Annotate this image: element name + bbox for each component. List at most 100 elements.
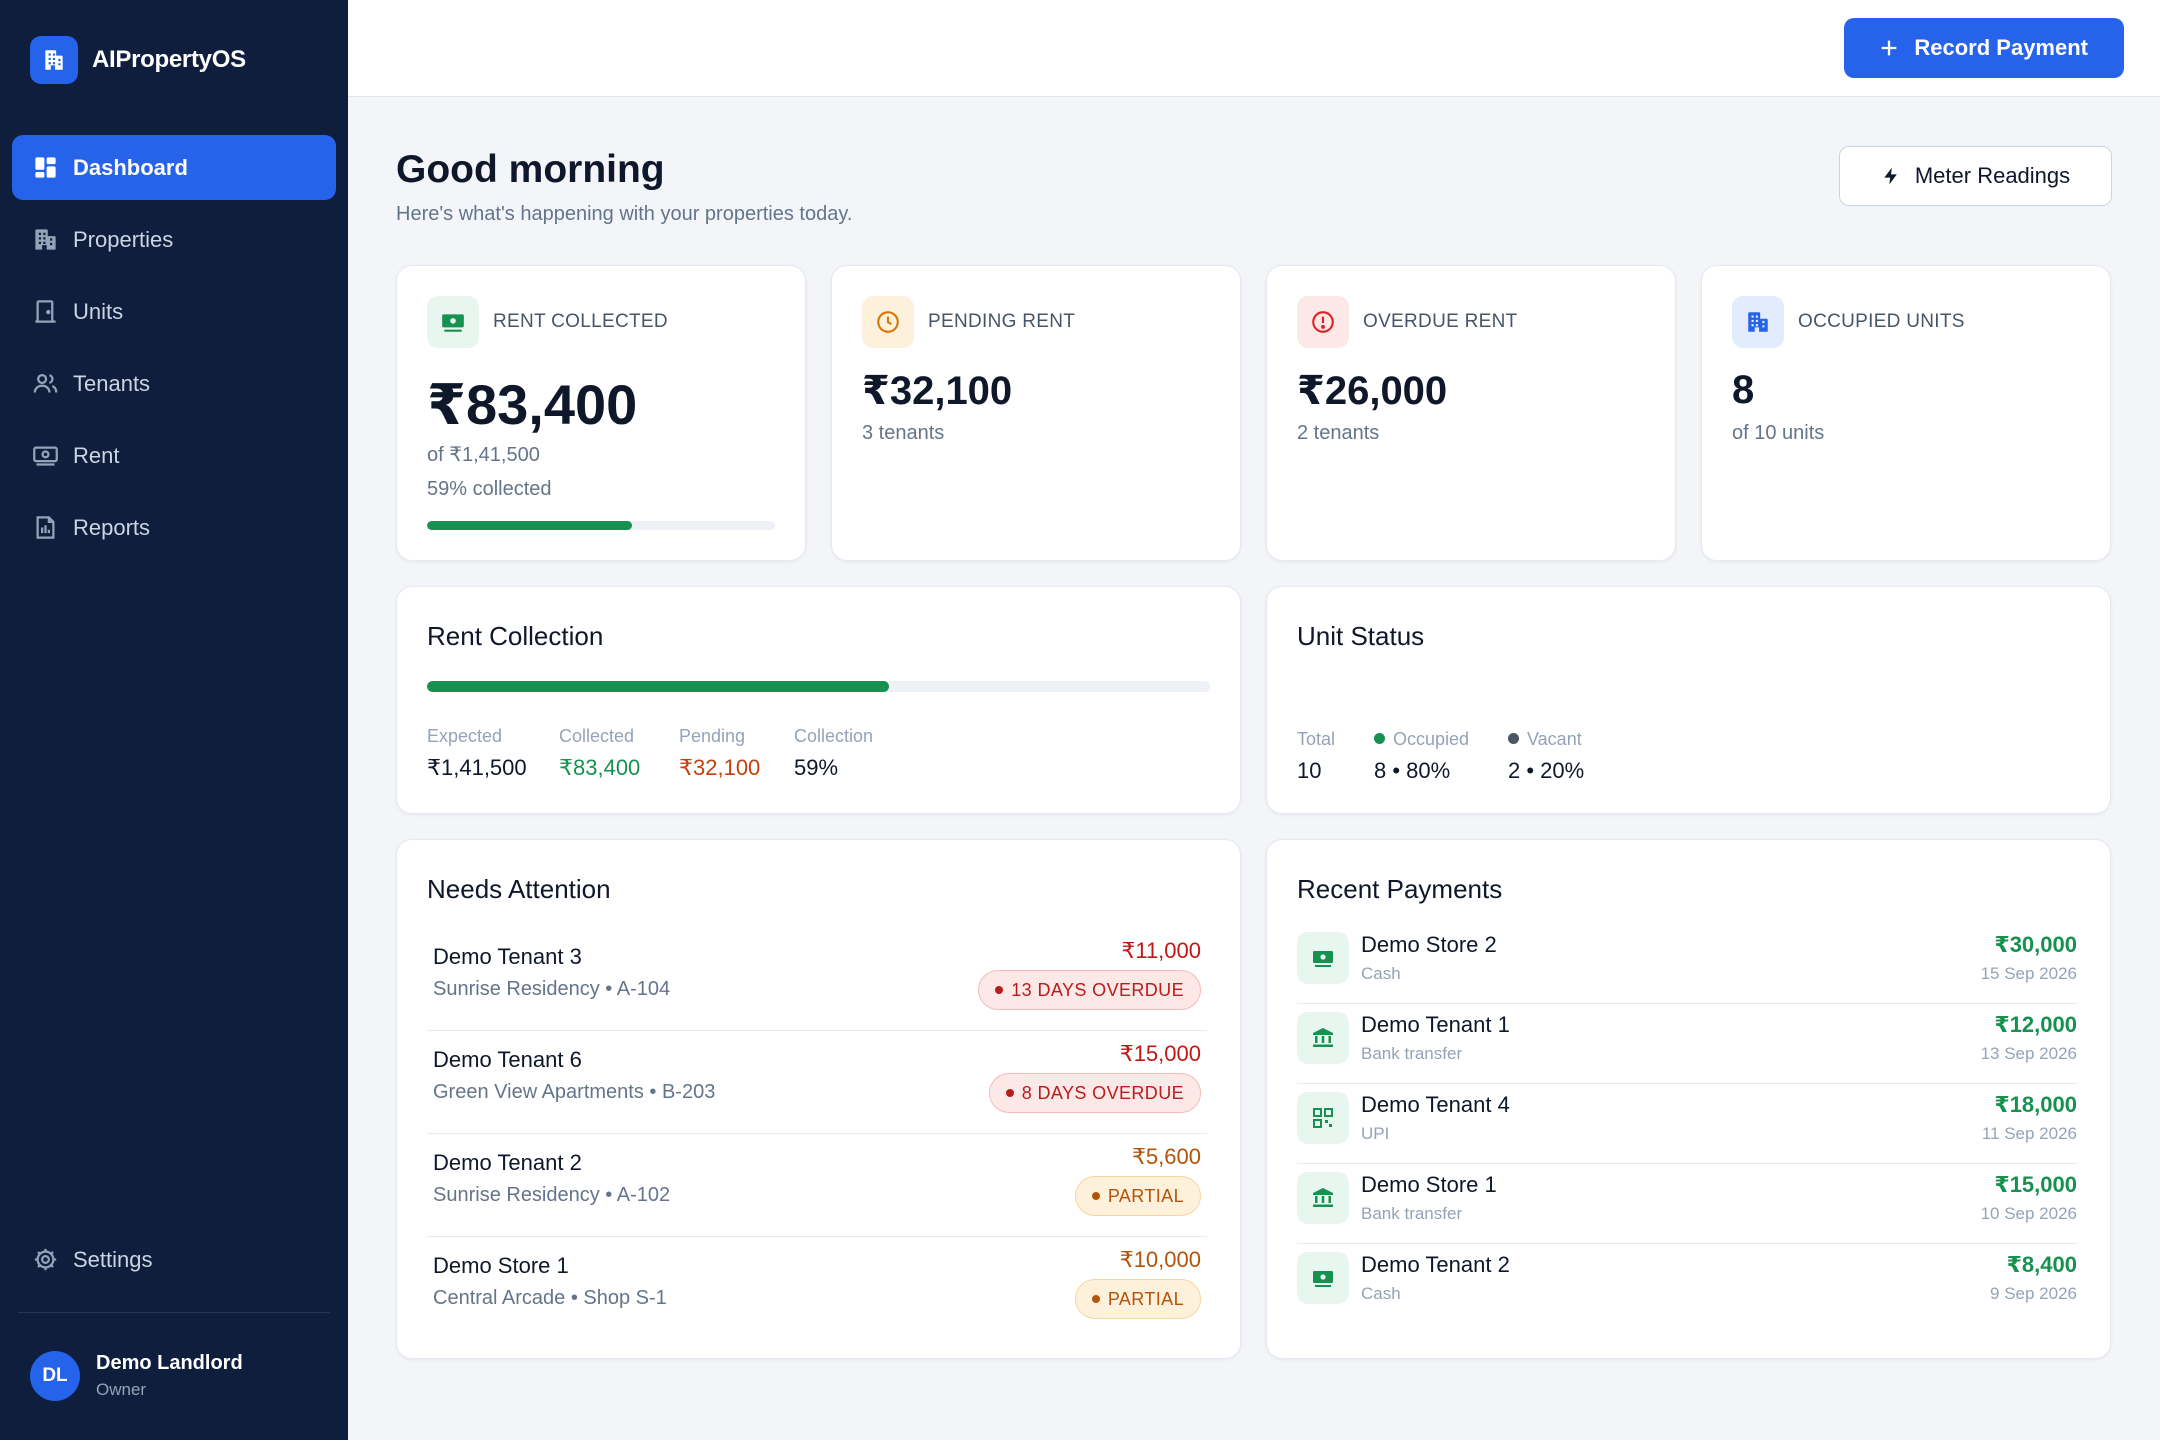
progress-fill — [427, 681, 889, 692]
payment-date: 13 Sep 2026 — [1980, 1044, 2077, 1063]
metric-collected: Collected ₹83,400 — [559, 726, 640, 781]
card-title: Unit Status — [1297, 621, 1425, 651]
stat-value: ₹83,400 — [427, 373, 638, 436]
stat-card-rent-collected: RENT COLLECTED ₹83,400 of ₹1,41,500 59% … — [396, 265, 806, 561]
metric-expected: Expected ₹1,41,500 — [427, 726, 527, 781]
page-subtitle: Here's what's happening with your proper… — [396, 203, 853, 225]
sidebar-item-dashboard[interactable]: Dashboard — [12, 135, 336, 200]
stat-value: ₹26,000 — [1297, 369, 1448, 413]
list-item[interactable]: Demo Tenant 2 Sunrise Residency • A-102 … — [427, 1134, 1207, 1237]
bank-icon — [1297, 1012, 1349, 1064]
user-role: Owner — [96, 1380, 147, 1399]
brand[interactable]: AIPropertyOS — [30, 36, 246, 84]
topbar: Record Payment — [348, 0, 2160, 97]
metric-label: Total — [1297, 729, 1336, 749]
list-item[interactable]: Demo Store 1 Central Arcade • Shop S-1 ₹… — [427, 1237, 1207, 1340]
metric-value: 10 — [1297, 758, 1322, 783]
payer-name: Demo Tenant 1 — [1361, 1012, 1510, 1037]
sidebar-item-units[interactable]: Units — [12, 279, 336, 344]
payment-method: UPI — [1361, 1124, 1390, 1143]
payer-name: Demo Store 1 — [1361, 1172, 1497, 1197]
payment-method: Cash — [1361, 964, 1401, 983]
user-profile[interactable]: DL Demo Landlord Owner — [30, 1351, 243, 1401]
rent-collection-progress — [427, 681, 1210, 692]
sidebar-item-label: Units — [73, 298, 124, 324]
door-icon — [35, 300, 56, 323]
tenant-location: Central Arcade • Shop S-1 — [433, 1287, 667, 1309]
page-title: Good morning — [396, 148, 665, 191]
payment-method: Bank transfer — [1361, 1044, 1463, 1063]
stat-percent: 59% collected — [427, 478, 552, 500]
qr-code-icon — [1297, 1092, 1349, 1144]
amount: ₹10,000 — [1119, 1247, 1201, 1272]
stat-card-overdue-rent: OVERDUE RENT ₹26,000 2 tenants — [1266, 265, 1676, 561]
tenant-name: Demo Store 1 — [433, 1253, 569, 1278]
metric-occupied: Occupied 8 • 80% — [1374, 729, 1469, 784]
lightning-icon — [1884, 167, 1897, 185]
rent-collected-progress — [427, 521, 775, 530]
record-payment-button[interactable]: Record Payment — [1844, 18, 2124, 78]
list-item[interactable]: Demo Tenant 1 Bank transfer ₹12,000 13 S… — [1297, 1004, 2077, 1084]
stat-value: ₹32,100 — [862, 369, 1013, 413]
payer-name: Demo Store 2 — [1361, 932, 1497, 957]
sidebar: AIPropertyOS Dashboard Properties Units … — [0, 0, 348, 1440]
clock-icon — [862, 296, 914, 348]
bank-icon — [1297, 1172, 1349, 1224]
tenant-location: Sunrise Residency • A-102 — [433, 1184, 671, 1206]
amount: ₹5,600 — [1131, 1144, 1201, 1169]
payer-name: Demo Tenant 4 — [1361, 1092, 1510, 1117]
list-item[interactable]: Demo Tenant 3 Sunrise Residency • A-104 … — [427, 928, 1207, 1031]
stat-card-occupied-units: OCCUPIED UNITS 8 of 10 units — [1701, 265, 2111, 561]
stat-label: PENDING RENT — [928, 311, 1076, 332]
rent-collection-card: Rent Collection Expected ₹1,41,500 Colle… — [396, 586, 1241, 814]
metric-label: Vacant — [1527, 729, 1582, 749]
record-payment-label: Record Payment — [1914, 35, 2088, 60]
sidebar-item-settings[interactable]: Settings — [12, 1227, 336, 1292]
sidebar-item-properties[interactable]: Properties — [12, 207, 336, 272]
app-name: AIPropertyOS — [92, 46, 246, 73]
metric-label: Collection — [794, 726, 874, 746]
status-badge: 13 DAYS OVERDUE — [978, 970, 1201, 1010]
stat-value: 8 — [1732, 368, 1755, 412]
recent-payments-card: Recent Payments Demo Store 2 Cash ₹30,00… — [1266, 839, 2111, 1359]
tenant-name: Demo Tenant 6 — [433, 1047, 582, 1072]
stat-label: OCCUPIED UNITS — [1798, 311, 1965, 332]
sidebar-item-label: Dashboard — [73, 154, 188, 180]
stat-label: OVERDUE RENT — [1363, 311, 1518, 332]
list-item[interactable]: Demo Store 1 Bank transfer ₹15,000 10 Se… — [1297, 1164, 2077, 1244]
list-item[interactable]: Demo Tenant 4 UPI ₹18,000 11 Sep 2026 — [1297, 1084, 2077, 1164]
payment-date: 11 Sep 2026 — [1981, 1124, 2077, 1143]
metric-value: ₹32,100 — [679, 755, 761, 780]
tenant-location: Green View Apartments • B-203 — [433, 1081, 716, 1103]
card-title: Rent Collection — [427, 621, 604, 651]
stat-sub: 2 tenants — [1297, 422, 1380, 444]
meter-readings-button[interactable]: Meter Readings — [1839, 146, 2112, 206]
vacant-legend-dot — [1508, 733, 1519, 744]
payment-date: 15 Sep 2026 — [1980, 964, 2077, 983]
metric-vacant: Vacant 2 • 20% — [1508, 729, 1584, 784]
sidebar-item-rent[interactable]: Rent — [12, 423, 336, 488]
sidebar-item-tenants[interactable]: Tenants — [12, 351, 336, 416]
tenant-name: Demo Tenant 3 — [433, 944, 582, 969]
user-name: Demo Landlord — [96, 1352, 243, 1374]
metric-label: Collected — [559, 726, 635, 746]
stat-sub: of 10 units — [1732, 422, 1825, 444]
building-icon — [30, 36, 78, 84]
gear-icon — [34, 1248, 57, 1271]
metric-collection: Collection 59% — [794, 726, 873, 781]
sidebar-nav: Dashboard Properties Units Tenants Rent … — [12, 135, 336, 567]
sidebar-settings: Settings — [12, 1227, 336, 1299]
list-item[interactable]: Demo Tenant 6 Green View Apartments • B-… — [427, 1031, 1207, 1134]
list-item[interactable]: Demo Store 2 Cash ₹30,000 15 Sep 2026 — [1297, 924, 2077, 1004]
unit-status-card: Unit Status Total 10 Occupied 8 • 80% Va… — [1266, 586, 2111, 814]
sidebar-item-label: Rent — [73, 442, 120, 468]
sidebar-item-label: Tenants — [73, 370, 151, 396]
sidebar-item-label: Reports — [73, 514, 151, 540]
sidebar-item-reports[interactable]: Reports — [12, 495, 336, 560]
metric-value: ₹1,41,500 — [427, 755, 527, 780]
avatar: DL — [30, 1351, 80, 1401]
list-item[interactable]: Demo Tenant 2 Cash ₹8,400 9 Sep 2026 — [1297, 1244, 2077, 1324]
amount: ₹15,000 — [1119, 1041, 1201, 1066]
amount: ₹11,000 — [1121, 938, 1201, 963]
dashboard-icon — [35, 157, 56, 178]
